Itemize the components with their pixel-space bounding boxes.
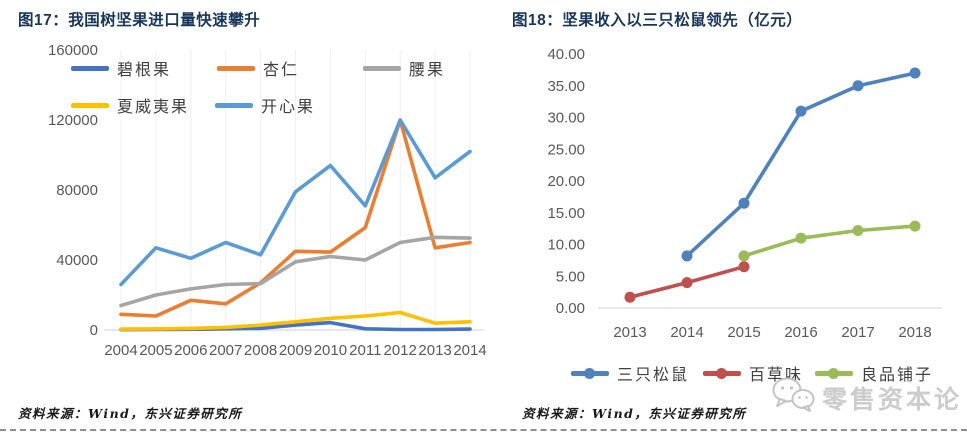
svg-text:2008: 2008 — [244, 342, 277, 359]
legend-item: 良品铺子 — [815, 362, 933, 384]
legend-marker-icon — [584, 367, 595, 379]
legend-item: 碧根果 — [71, 57, 171, 79]
legend-item: 三只松鼠 — [571, 362, 689, 384]
svg-text:25.00: 25.00 — [547, 141, 585, 158]
svg-text:2014: 2014 — [453, 342, 486, 359]
legend-label: 三只松鼠 — [617, 365, 690, 384]
svg-text:2010: 2010 — [314, 342, 347, 359]
svg-text:2006: 2006 — [174, 342, 207, 359]
svg-text:80000: 80000 — [56, 182, 98, 199]
legend-label: 腰果 — [409, 60, 446, 79]
svg-text:0.00: 0.00 — [556, 300, 585, 317]
legend-swatch-icon — [71, 65, 109, 71]
legend-item: 夏威夷果 — [71, 94, 189, 116]
legend-label: 杏仁 — [263, 60, 300, 79]
svg-text:30.00: 30.00 — [547, 110, 585, 127]
svg-text:2012: 2012 — [384, 342, 417, 359]
svg-text:10.00: 10.00 — [547, 237, 585, 254]
legend-label: 开心果 — [261, 97, 316, 116]
legend-label: 夏威夷果 — [117, 97, 190, 116]
wechat-logo-icon — [772, 376, 816, 419]
svg-text:2013: 2013 — [418, 342, 451, 359]
svg-text:2009: 2009 — [279, 342, 312, 359]
source-note-right: 资料来源：Wind，东兴证券研究所 — [522, 406, 747, 421]
svg-text:2017: 2017 — [841, 324, 874, 341]
legend-swatch-icon — [71, 102, 109, 108]
svg-text:2007: 2007 — [209, 342, 242, 359]
legend-label: 良品铺子 — [861, 365, 934, 384]
svg-text:2005: 2005 — [139, 342, 172, 359]
svg-text:120000: 120000 — [48, 112, 98, 129]
legend-swatch-icon — [217, 65, 255, 71]
nut-revenue-line-chart: 40.00 35.00 30.00 25.00 20.00 15.00 10.00 5.00 0… — [547, 46, 942, 341]
figure-18-title: 图18：坚果收入以三只松鼠领先（亿元） — [512, 12, 803, 29]
figure-17-title: 图17：我国树坚果进口量快速攀升 — [18, 12, 261, 29]
legend-swatch-icon — [571, 367, 609, 379]
svg-text:2004: 2004 — [104, 342, 137, 359]
source-note-left: 资料来源：Wind，东兴证券研究所 — [18, 406, 243, 421]
svg-text:0: 0 — [90, 322, 98, 339]
legend-swatch-icon — [363, 65, 401, 71]
svg-text:35.00: 35.00 — [547, 78, 585, 95]
watermark: 零售资本论 — [772, 376, 962, 419]
legend-marker-icon — [828, 367, 839, 379]
svg-text:40.00: 40.00 — [547, 46, 585, 63]
svg-text:2016: 2016 — [784, 324, 817, 341]
legend-item: 杏仁 — [217, 57, 299, 79]
figure-17: 图17：我国树坚果进口量快速攀升 160000 120000 80000 40000 0… — [18, 12, 487, 421]
svg-text:5.00: 5.00 — [556, 268, 585, 285]
legend-item: 腰果 — [363, 57, 445, 79]
svg-text:160000: 160000 — [48, 42, 98, 59]
legend-swatch-icon — [703, 367, 741, 379]
legend-swatch-icon — [215, 102, 253, 108]
figure-18: 图18：坚果收入以三只松鼠领先（亿元） 40.00 35.00 30.00 25.00… — [490, 0, 967, 439]
svg-text:20.00: 20.00 — [547, 173, 585, 190]
legend-label: 碧根果 — [117, 60, 172, 79]
watermark-text: 零售资本论 — [822, 385, 963, 414]
svg-text:2013: 2013 — [613, 324, 646, 341]
svg-text:2015: 2015 — [727, 324, 760, 341]
svg-text:2011: 2011 — [349, 342, 381, 359]
svg-text:15.00: 15.00 — [547, 205, 585, 222]
bottom-dashed-separator — [0, 429, 967, 431]
legend-swatch-icon — [815, 367, 853, 379]
svg-text:2014: 2014 — [670, 324, 703, 341]
legend-marker-icon — [716, 367, 727, 379]
legend-item: 开心果 — [215, 94, 315, 116]
svg-text:2018: 2018 — [898, 324, 931, 341]
svg-text:40000: 40000 — [56, 252, 98, 269]
